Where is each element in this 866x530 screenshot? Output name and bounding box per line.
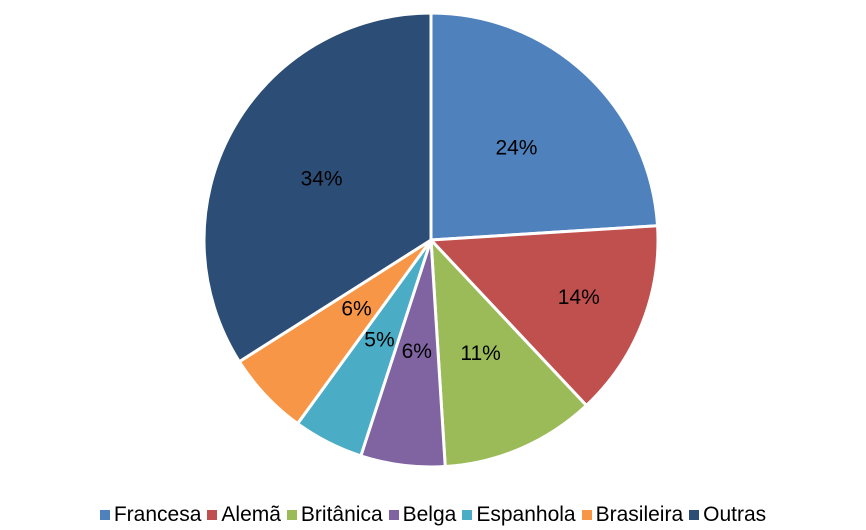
legend-label: Espanhola <box>476 503 576 526</box>
legend: Francesa Alemã Britânica Belga Espanhola Bras… <box>0 503 866 527</box>
legend-item-britanica: Britânica <box>286 503 383 527</box>
legend-item-brasileira: Brasileira <box>581 503 684 527</box>
legend-swatch <box>99 510 110 520</box>
legend-item-espanhola: Espanhola <box>462 503 576 527</box>
pie-slice-alema <box>427 224 660 408</box>
legend-swatch <box>462 510 473 520</box>
data-label-espanhola: 5% <box>364 329 394 352</box>
pie-slice-outras <box>202 11 433 364</box>
legend-item-belga: Belga <box>388 503 457 527</box>
pie-slice-francesa <box>429 11 660 242</box>
legend-swatch <box>581 510 592 520</box>
pie-slice-britanica <box>429 235 589 469</box>
legend-label: Brasileira <box>595 503 684 526</box>
legend-label: Belga <box>402 503 457 526</box>
legend-label: Francesa <box>113 503 202 526</box>
legend-item-outras: Outras <box>689 503 766 527</box>
data-label-brasileira: 6% <box>341 297 371 320</box>
legend-label: Outras <box>703 503 767 526</box>
data-label-alema: 14% <box>558 286 600 309</box>
legend-swatch <box>286 510 297 520</box>
legend-label: Alemã <box>221 503 281 526</box>
legend-swatch <box>207 510 218 520</box>
legend-swatch <box>689 510 700 520</box>
legend-label: Britânica <box>300 503 383 526</box>
legend-item-francesa: Francesa <box>99 503 202 527</box>
data-label-britanica: 11% <box>460 342 500 365</box>
data-label-belga: 6% <box>402 340 432 363</box>
pie-plot-area: 24% 14% 11% 6% 5% 6% 34% <box>202 11 660 469</box>
data-label-francesa: 24% <box>495 137 537 160</box>
legend-swatch <box>388 510 399 520</box>
data-label-outras: 34% <box>301 167 343 190</box>
legend-item-alema: Alemã <box>207 503 281 527</box>
